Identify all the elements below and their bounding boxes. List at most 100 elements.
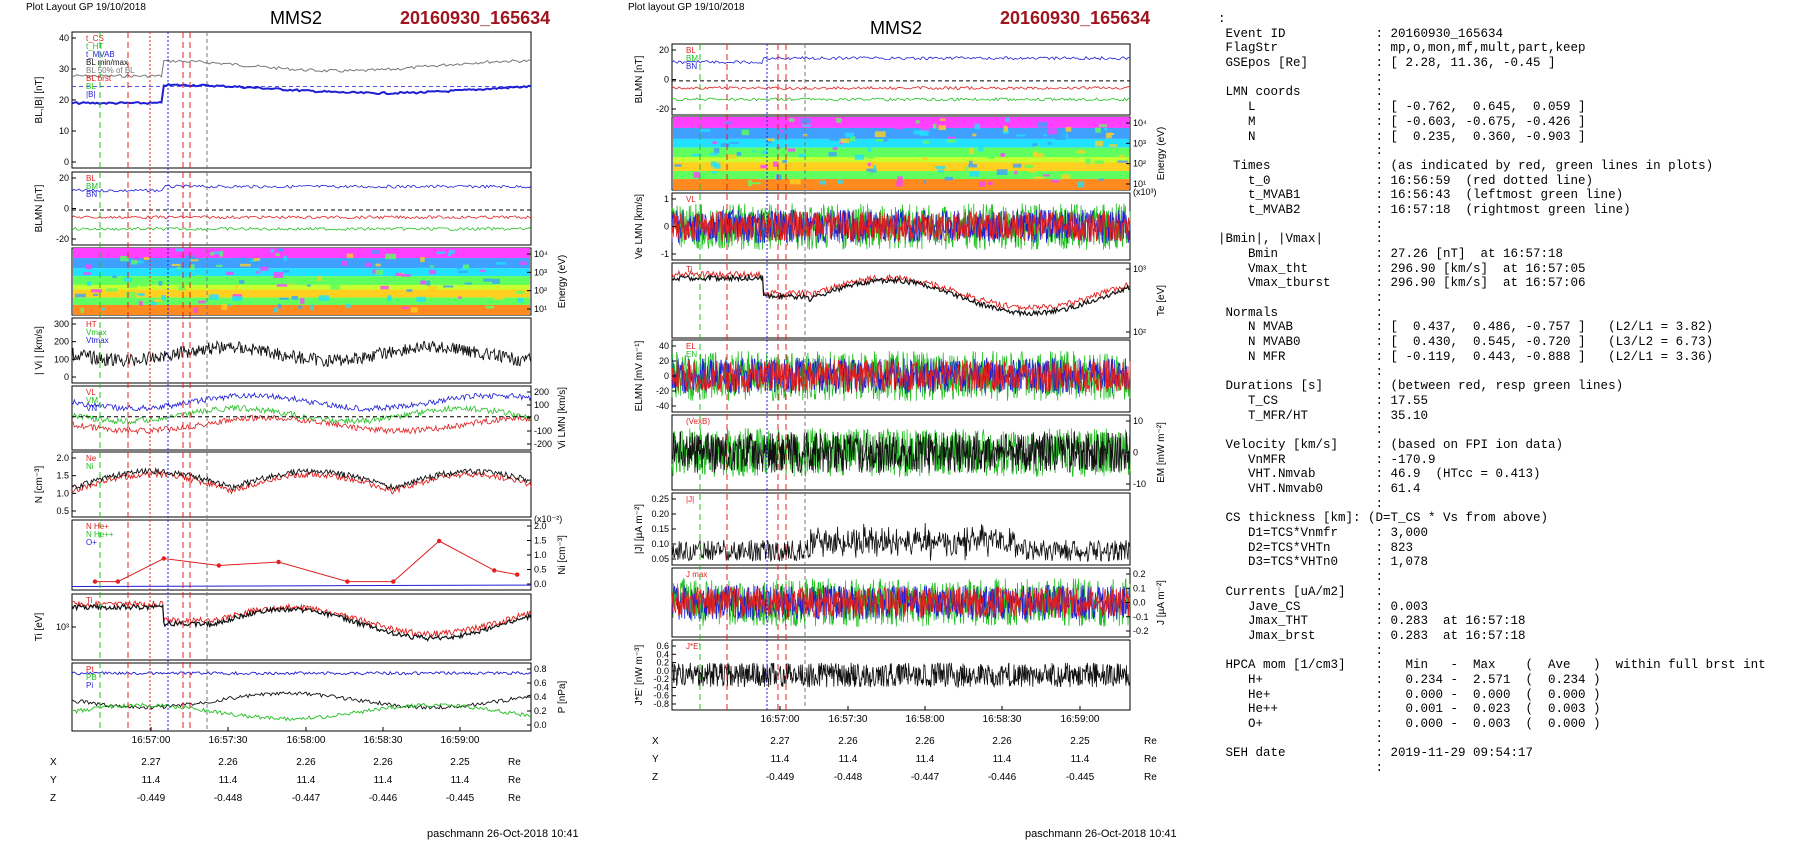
ephem-value: -0.447 (911, 772, 940, 783)
y-tick-label: 0 (1133, 448, 1138, 458)
series-blue (671, 358, 1131, 395)
spectrogram-cell (776, 146, 781, 149)
spectrogram-cell (304, 280, 314, 285)
y-axis-label: J [µA m⁻²] (1156, 580, 1167, 625)
y-axis-label: BL,|B| [nT] (34, 76, 45, 123)
spectrogram-cell (112, 275, 117, 279)
series-blue (71, 670, 532, 676)
spectrogram-cell (1033, 176, 1045, 179)
spectrogram-band (73, 289, 530, 298)
y-axis-label: J*E' [nW m⁻³] (634, 645, 645, 706)
legend-entry: Vmax (86, 328, 106, 337)
spectrogram-cell (239, 289, 247, 294)
y-axis-label: Ve LMN [km/s] (634, 194, 645, 259)
series-red (671, 359, 1131, 394)
info-line: Vmax_tht : 296.90 [km/s] at 16:57:05 (1218, 261, 1586, 276)
info-line: : (1218, 291, 1384, 306)
y-axis-label: | Vi | [km/s] (34, 326, 45, 375)
ephem-value: 11.4 (219, 775, 238, 786)
legend-entry: |B| (86, 90, 96, 99)
spectrogram-cell (517, 297, 524, 303)
spectrogram-cell (790, 162, 795, 165)
ephem-value: 11.4 (993, 754, 1012, 765)
spectrogram-cell (865, 171, 871, 178)
spectrogram-cell (798, 153, 806, 158)
x-tick-label: 16:58:30 (364, 735, 403, 746)
spectrogram-cell (780, 129, 784, 133)
spectrogram-cell (727, 154, 737, 159)
spectrogram-cell (940, 118, 946, 121)
ephem-value: -0.445 (1066, 772, 1095, 783)
series-blue (71, 392, 532, 413)
series-green (71, 226, 532, 231)
spectrogram-cell (1012, 163, 1022, 168)
info-line: : (1218, 643, 1384, 658)
spectrogram-cell (1075, 150, 1086, 154)
y-tick-label: -20 (656, 386, 669, 396)
info-line: VHT.Nmvab : 46.9 (HTcc = 0.413) (1218, 467, 1541, 482)
y-tick-label: 0.20 (651, 509, 669, 519)
y-tick-label: -100 (534, 426, 552, 436)
spectrogram-cell (273, 272, 284, 278)
spectrogram-cell (1005, 117, 1010, 122)
spectrogram-cell (773, 161, 779, 167)
spectrogram-cell (968, 164, 977, 168)
y-tick-label: 0.15 (651, 524, 669, 534)
y-tick-label: 0 (64, 372, 69, 382)
spectrogram-cell (420, 256, 425, 263)
spectrogram-cell (427, 285, 438, 292)
legend-entry: BL (86, 82, 96, 91)
y-tick-label: 1.5 (56, 471, 69, 481)
spectrogram-cell (318, 295, 330, 301)
y-axis-label: BLMN [nT] (34, 184, 45, 232)
y-tick-label: 0.0 (1133, 598, 1146, 608)
spectrogram-cell (288, 283, 293, 286)
spectrogram-cell (276, 284, 288, 287)
legend-entry: (VexB) (686, 417, 710, 426)
spectrogram-cell (766, 138, 775, 142)
spectrogram-cell (944, 176, 953, 181)
spectrogram-cell (128, 284, 138, 288)
info-line: CS thickness [km]: (D=T_CS * Vs from abo… (1218, 511, 1549, 526)
spectrogram-cell (840, 138, 850, 144)
spectrogram-cell (181, 296, 186, 300)
y-tick-label: -0.6 (653, 691, 669, 701)
y-tick-label: 10⁴ (1133, 118, 1147, 128)
left-footer: paschmann 26-Oct-2018 10:41 (427, 828, 579, 840)
legend-entry: N He+ (86, 522, 109, 531)
spectrogram-cell (1048, 124, 1057, 129)
spectrogram-cell (430, 265, 435, 268)
ephem-value: 2.26 (915, 736, 935, 747)
info-line: Event ID : 20160930_165634 (1218, 26, 1504, 41)
spectrogram-cell (844, 132, 855, 138)
ephem-label: Y (50, 775, 57, 786)
left-spacecraft: MMS2 (270, 8, 323, 28)
info-line: t_MVAB2 : 16:57:18 (rightmost green line… (1218, 202, 1631, 217)
spectrogram-cell (1098, 178, 1104, 181)
y-tick-label: 10³ (1133, 138, 1146, 148)
spectrogram-cell (1024, 164, 1033, 169)
y-axis-label: Te [eV] (1156, 285, 1167, 316)
y-tick-label: 10⁴ (534, 249, 548, 259)
legend-entry: BL (686, 46, 696, 55)
spectrogram-cell (1117, 121, 1127, 126)
spectrogram-cell (486, 290, 498, 296)
spectrogram-cell (915, 120, 920, 124)
legend-entry: VN (86, 404, 97, 413)
y-tick-label: 10³ (56, 622, 69, 632)
y-tick-label: 1.0 (56, 488, 69, 498)
legend-entry: Pt (86, 665, 94, 674)
mid-spacecraft: MMS2 (870, 18, 923, 38)
spectrogram-cell (1032, 143, 1038, 147)
spectrogram-cell (123, 277, 133, 282)
spectrogram-cell (919, 130, 929, 136)
spectrogram-cell (190, 259, 199, 262)
y-axis-label: P [nPa] (557, 680, 568, 713)
spectrogram-cell (1060, 174, 1071, 180)
y-tick-label: 0 (664, 222, 669, 232)
ephem-value: 11.4 (374, 775, 393, 786)
info-line: Durations [s] : (between red, resp green… (1218, 379, 1624, 394)
spectrogram-cell (195, 275, 203, 279)
spectrogram-cell (256, 271, 261, 274)
spectrogram-cell (260, 266, 269, 271)
